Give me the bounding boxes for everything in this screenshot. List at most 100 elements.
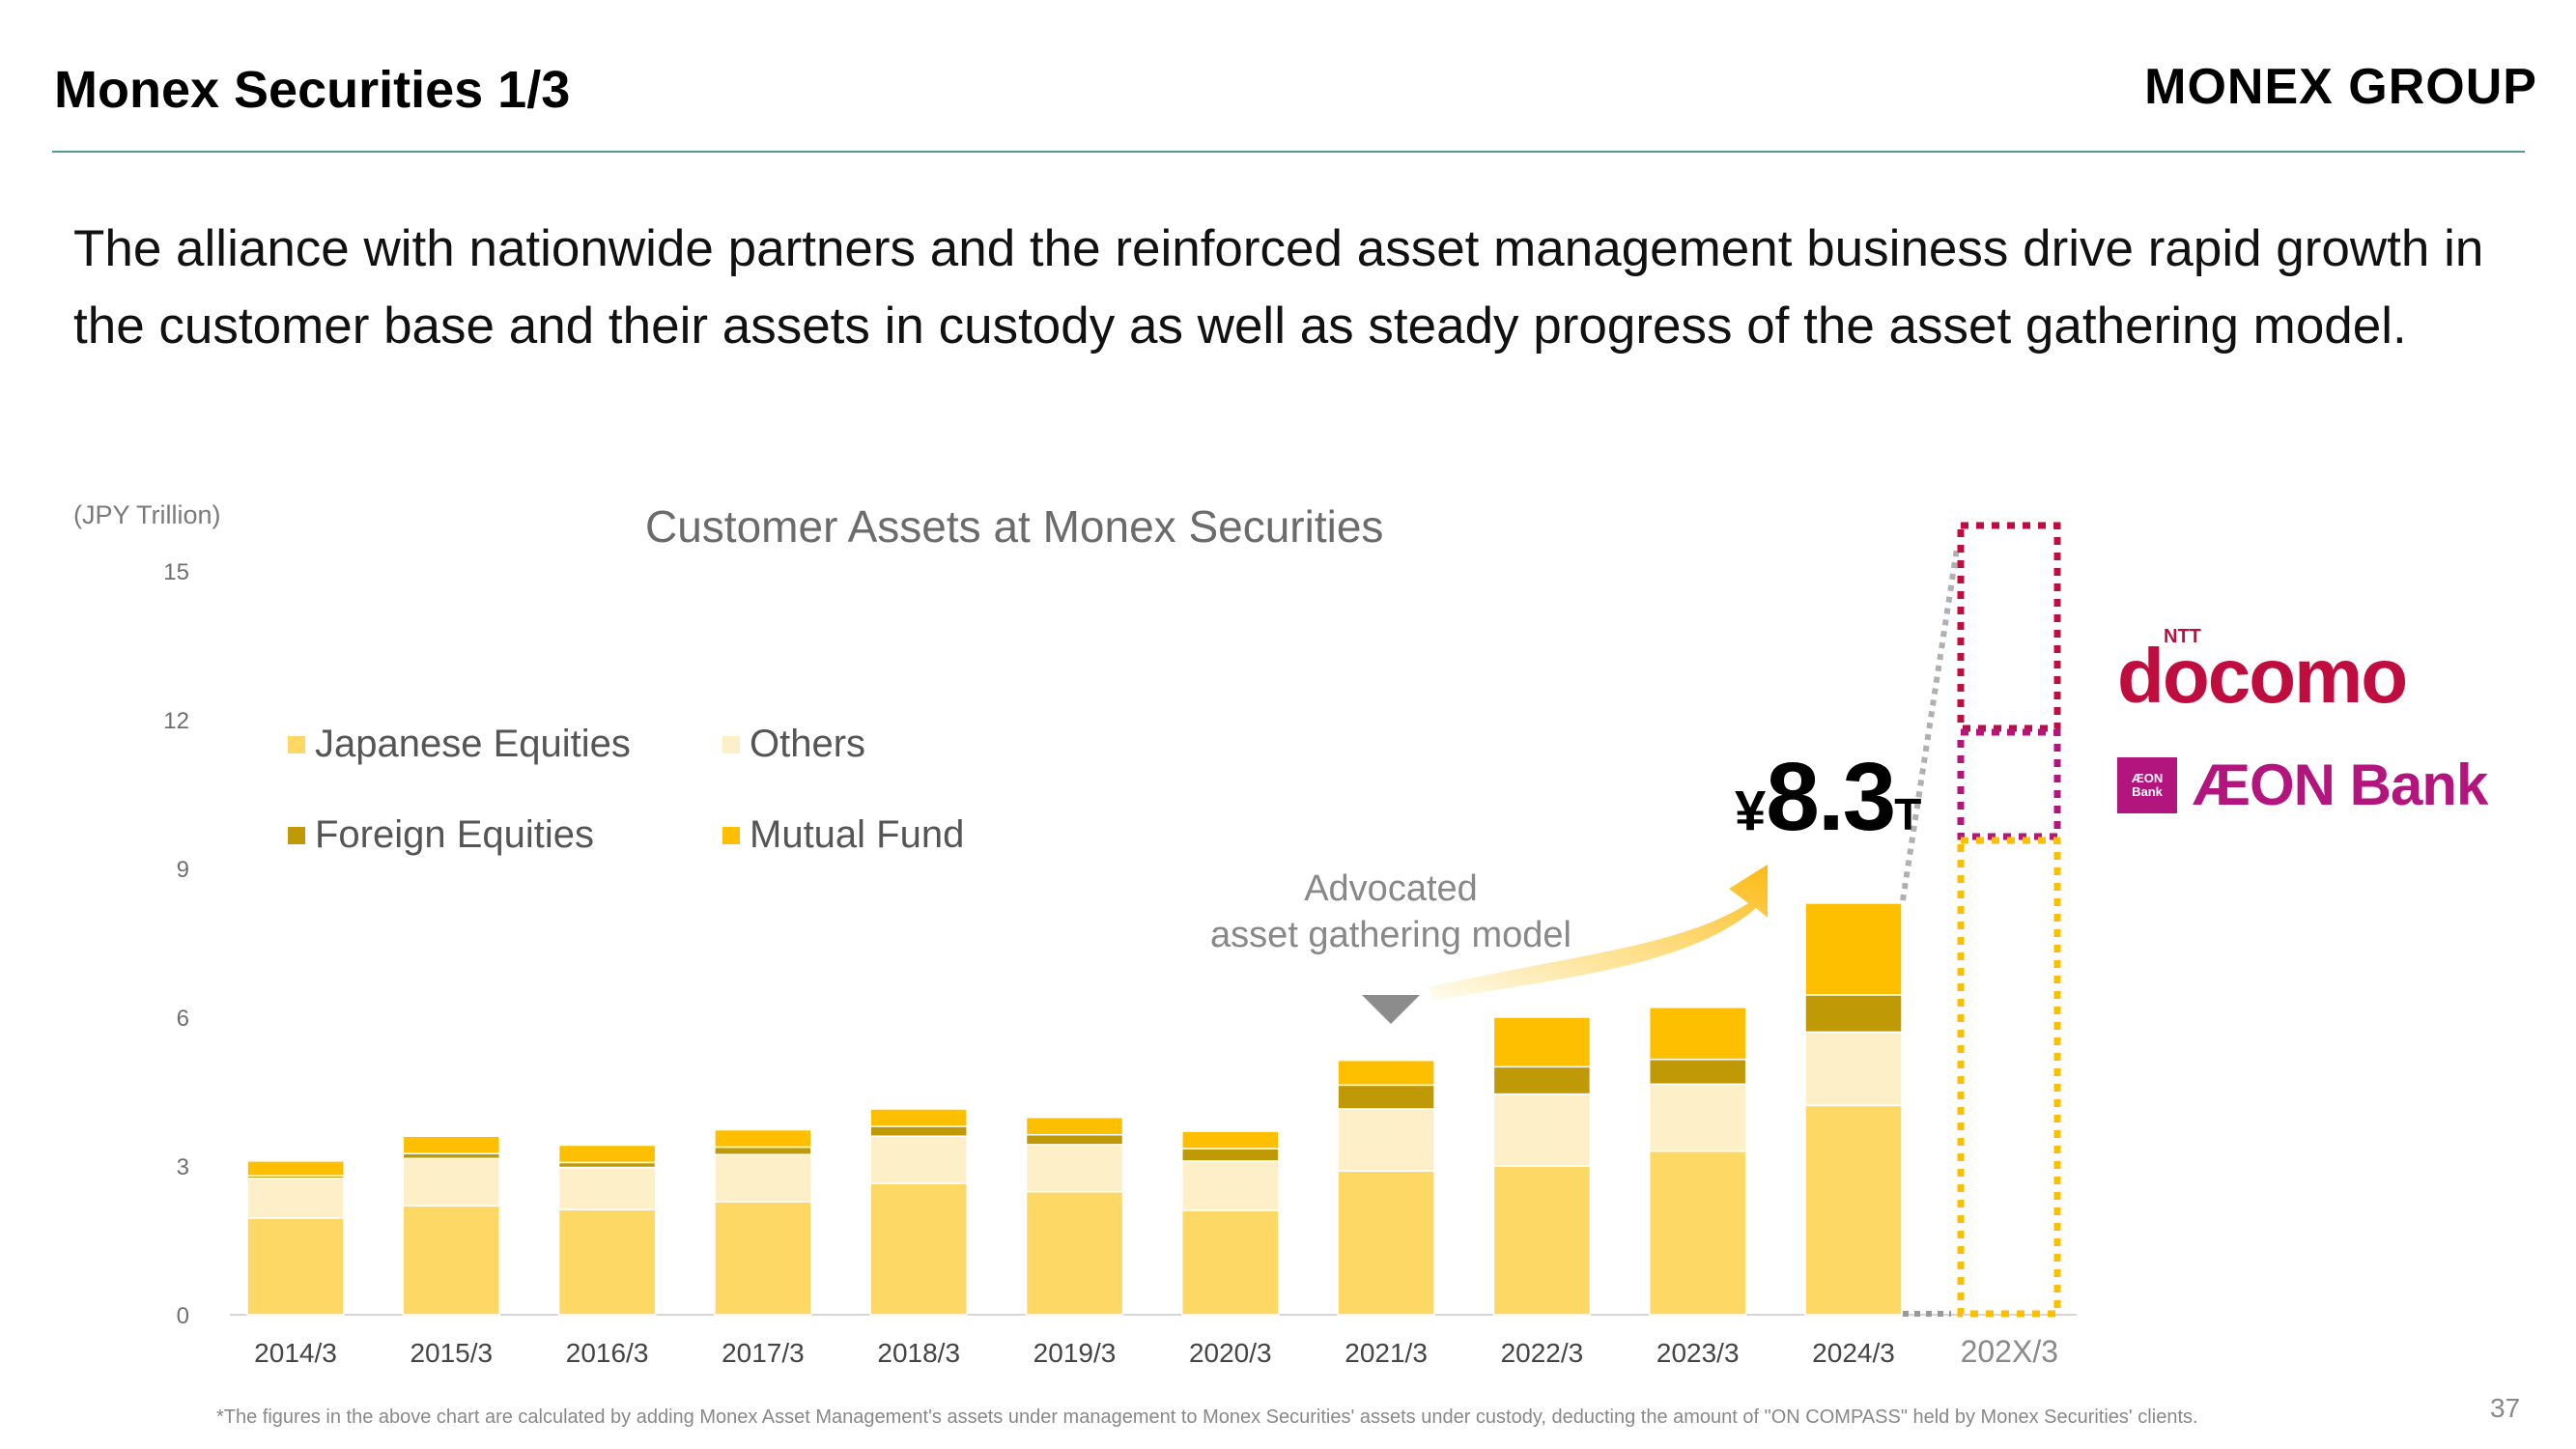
y-tick-label: 12: [163, 708, 189, 734]
model-annotation-text: Advocated asset gathering model: [1210, 868, 1571, 955]
bar-segment-japanese-equities-2023-3: [1648, 1150, 1747, 1316]
x-tick-label: 2014/3: [254, 1338, 337, 1368]
bar-segment-others-2021-3: [1337, 1108, 1435, 1172]
bar-segment-others-2024-3: [1804, 1031, 1903, 1107]
page-number: 37: [2490, 1393, 2521, 1423]
y-tick-label: 9: [177, 857, 189, 883]
bar-segment-mutual-fund-2014-3: [246, 1160, 345, 1178]
aeon-bank-logo-mark-text: ÆON Bank: [2131, 770, 2164, 799]
bar-segment-japanese-equities-2022-3: [1492, 1165, 1592, 1316]
docomo-logo-ntt: NTT: [2164, 626, 2201, 647]
bar-segment-others-2017-3: [714, 1153, 812, 1203]
total-assets-callout: ¥8.3T: [1735, 742, 1921, 853]
model-annotation: Advocated asset gathering model: [1159, 866, 1623, 958]
bar-segment-others-2019-3: [1025, 1144, 1124, 1193]
x-tick-label: 2023/3: [1656, 1338, 1740, 1368]
y-tick-label: 0: [177, 1303, 189, 1329]
total-suffix: T: [1894, 789, 1922, 839]
total-prefix: ¥: [1735, 780, 1767, 842]
bar-segment-others-2016-3: [557, 1166, 657, 1210]
bar-segment-mutual-fund-2020-3: [1181, 1130, 1280, 1150]
bar-segment-mutual-fund-2022-3: [1492, 1016, 1592, 1068]
footnote: *The figures in the above chart are calc…: [216, 1406, 2198, 1428]
bar-segment-others-2023-3: [1648, 1083, 1747, 1152]
legend-label: Japanese Equities: [315, 723, 631, 765]
bar-segment-mutual-fund-2019-3: [1025, 1116, 1124, 1136]
x-tick-label: 2015/3: [410, 1338, 493, 1368]
target-box-docomo: [1957, 522, 2061, 732]
legend-item-japanese-equities: Japanese Equities: [288, 723, 631, 766]
total-value: 8.3: [1766, 743, 1896, 851]
bar-segment-foreign-equities-2015-3: [402, 1152, 501, 1160]
aeon-bank-logo-text: ÆON Bank: [2193, 753, 2488, 817]
bar-segment-japanese-equities-2020-3: [1181, 1209, 1280, 1316]
x-tick-label: 2024/3: [1812, 1338, 1895, 1368]
bar-segment-japanese-equities-2019-3: [1025, 1190, 1124, 1316]
legend-swatch: [288, 735, 305, 753]
y-tick-label: 6: [177, 1006, 189, 1032]
bar-segment-foreign-equities-2022-3: [1492, 1065, 1592, 1095]
legend-swatch: [722, 735, 740, 753]
bar-segment-mutual-fund-2018-3: [869, 1108, 968, 1127]
x-tick-label: 2018/3: [877, 1338, 960, 1368]
legend-swatch: [288, 826, 305, 844]
x-tick-label: 2017/3: [722, 1338, 805, 1368]
brand-logo: MONEX GROUP: [2144, 59, 2537, 115]
bar-segment-others-2020-3: [1181, 1160, 1280, 1211]
target-box-current: [1957, 837, 2061, 1318]
bar-segment-foreign-equities-2017-3: [714, 1146, 812, 1155]
bar-segment-mutual-fund-2017-3: [714, 1128, 812, 1149]
legend-item-others: Others: [722, 723, 865, 766]
bar-segment-others-2018-3: [869, 1135, 968, 1184]
bar-segment-foreign-equities-2018-3: [869, 1125, 968, 1137]
bar-segment-mutual-fund-2021-3: [1337, 1059, 1435, 1087]
header-divider: [52, 151, 2525, 153]
aeon-bank-logo: ÆON Bank ÆON Bank: [2117, 752, 2488, 818]
x-tick-label: 2021/3: [1345, 1338, 1428, 1368]
bar-segment-mutual-fund-2023-3: [1648, 1006, 1747, 1061]
x-tick-label: 2022/3: [1501, 1338, 1584, 1368]
bar-segment-japanese-equities-2018-3: [869, 1182, 968, 1316]
y-axis-unit-label: (JPY Trillion): [73, 500, 221, 529]
bar-segment-foreign-equities-2023-3: [1648, 1058, 1747, 1086]
legend-item-foreign-equities: Foreign Equities: [288, 813, 594, 857]
bar-segment-foreign-equities-2024-3: [1804, 994, 1903, 1034]
chart-title: Customer Assets at Monex Securities: [645, 501, 1384, 552]
x-tick-label: 2019/3: [1033, 1338, 1117, 1368]
bar-segment-japanese-equities-2021-3: [1337, 1170, 1435, 1316]
model-marker-triangle: [1362, 995, 1420, 1024]
bar-segment-foreign-equities-2021-3: [1337, 1084, 1435, 1110]
bar-segment-mutual-fund-2024-3: [1804, 902, 1903, 996]
bar-segment-japanese-equities-2014-3: [246, 1217, 345, 1316]
bar-segment-foreign-equities-2016-3: [557, 1161, 657, 1169]
legend-label: Mutual Fund: [750, 813, 965, 856]
bar-segment-foreign-equities-2020-3: [1181, 1148, 1280, 1162]
lead-paragraph: The alliance with nationwide partners an…: [73, 220, 2484, 355]
bar-segment-japanese-equities-2016-3: [557, 1208, 657, 1316]
x-tick-label: 2016/3: [566, 1338, 649, 1368]
x-tick-label: 2020/3: [1189, 1338, 1272, 1368]
growth-arrow: [1430, 865, 1768, 1001]
x-tick-label: 202X/3: [1961, 1334, 2058, 1369]
bar-segment-others-2022-3: [1492, 1093, 1592, 1167]
bar-segment-japanese-equities-2024-3: [1804, 1104, 1903, 1316]
y-tick-label: 15: [163, 559, 189, 585]
slide-title: Monex Securities 1/3: [54, 61, 571, 119]
legend-swatch: [722, 826, 740, 844]
legend-label: Foreign Equities: [315, 813, 595, 856]
connector-top: [1900, 548, 1960, 901]
bar-segment-foreign-equities-2019-3: [1025, 1133, 1124, 1146]
docomo-logo-text: docomo: [2117, 633, 2408, 719]
bar-segment-japanese-equities-2015-3: [402, 1205, 501, 1316]
bar-segment-mutual-fund-2016-3: [557, 1144, 657, 1164]
docomo-logo: NTT docomo: [2117, 626, 2436, 723]
bar-segment-others-2014-3: [246, 1178, 345, 1219]
bar-segment-mutual-fund-2015-3: [402, 1135, 501, 1154]
aeon-bank-logo-mark: ÆON Bank: [2117, 756, 2177, 813]
legend-label: Others: [750, 723, 866, 765]
target-box-aeon: [1957, 728, 2061, 840]
y-tick-label: 3: [177, 1154, 189, 1180]
legend-item-mutual-fund: Mutual Fund: [722, 813, 964, 857]
bar-segment-others-2015-3: [402, 1157, 501, 1207]
